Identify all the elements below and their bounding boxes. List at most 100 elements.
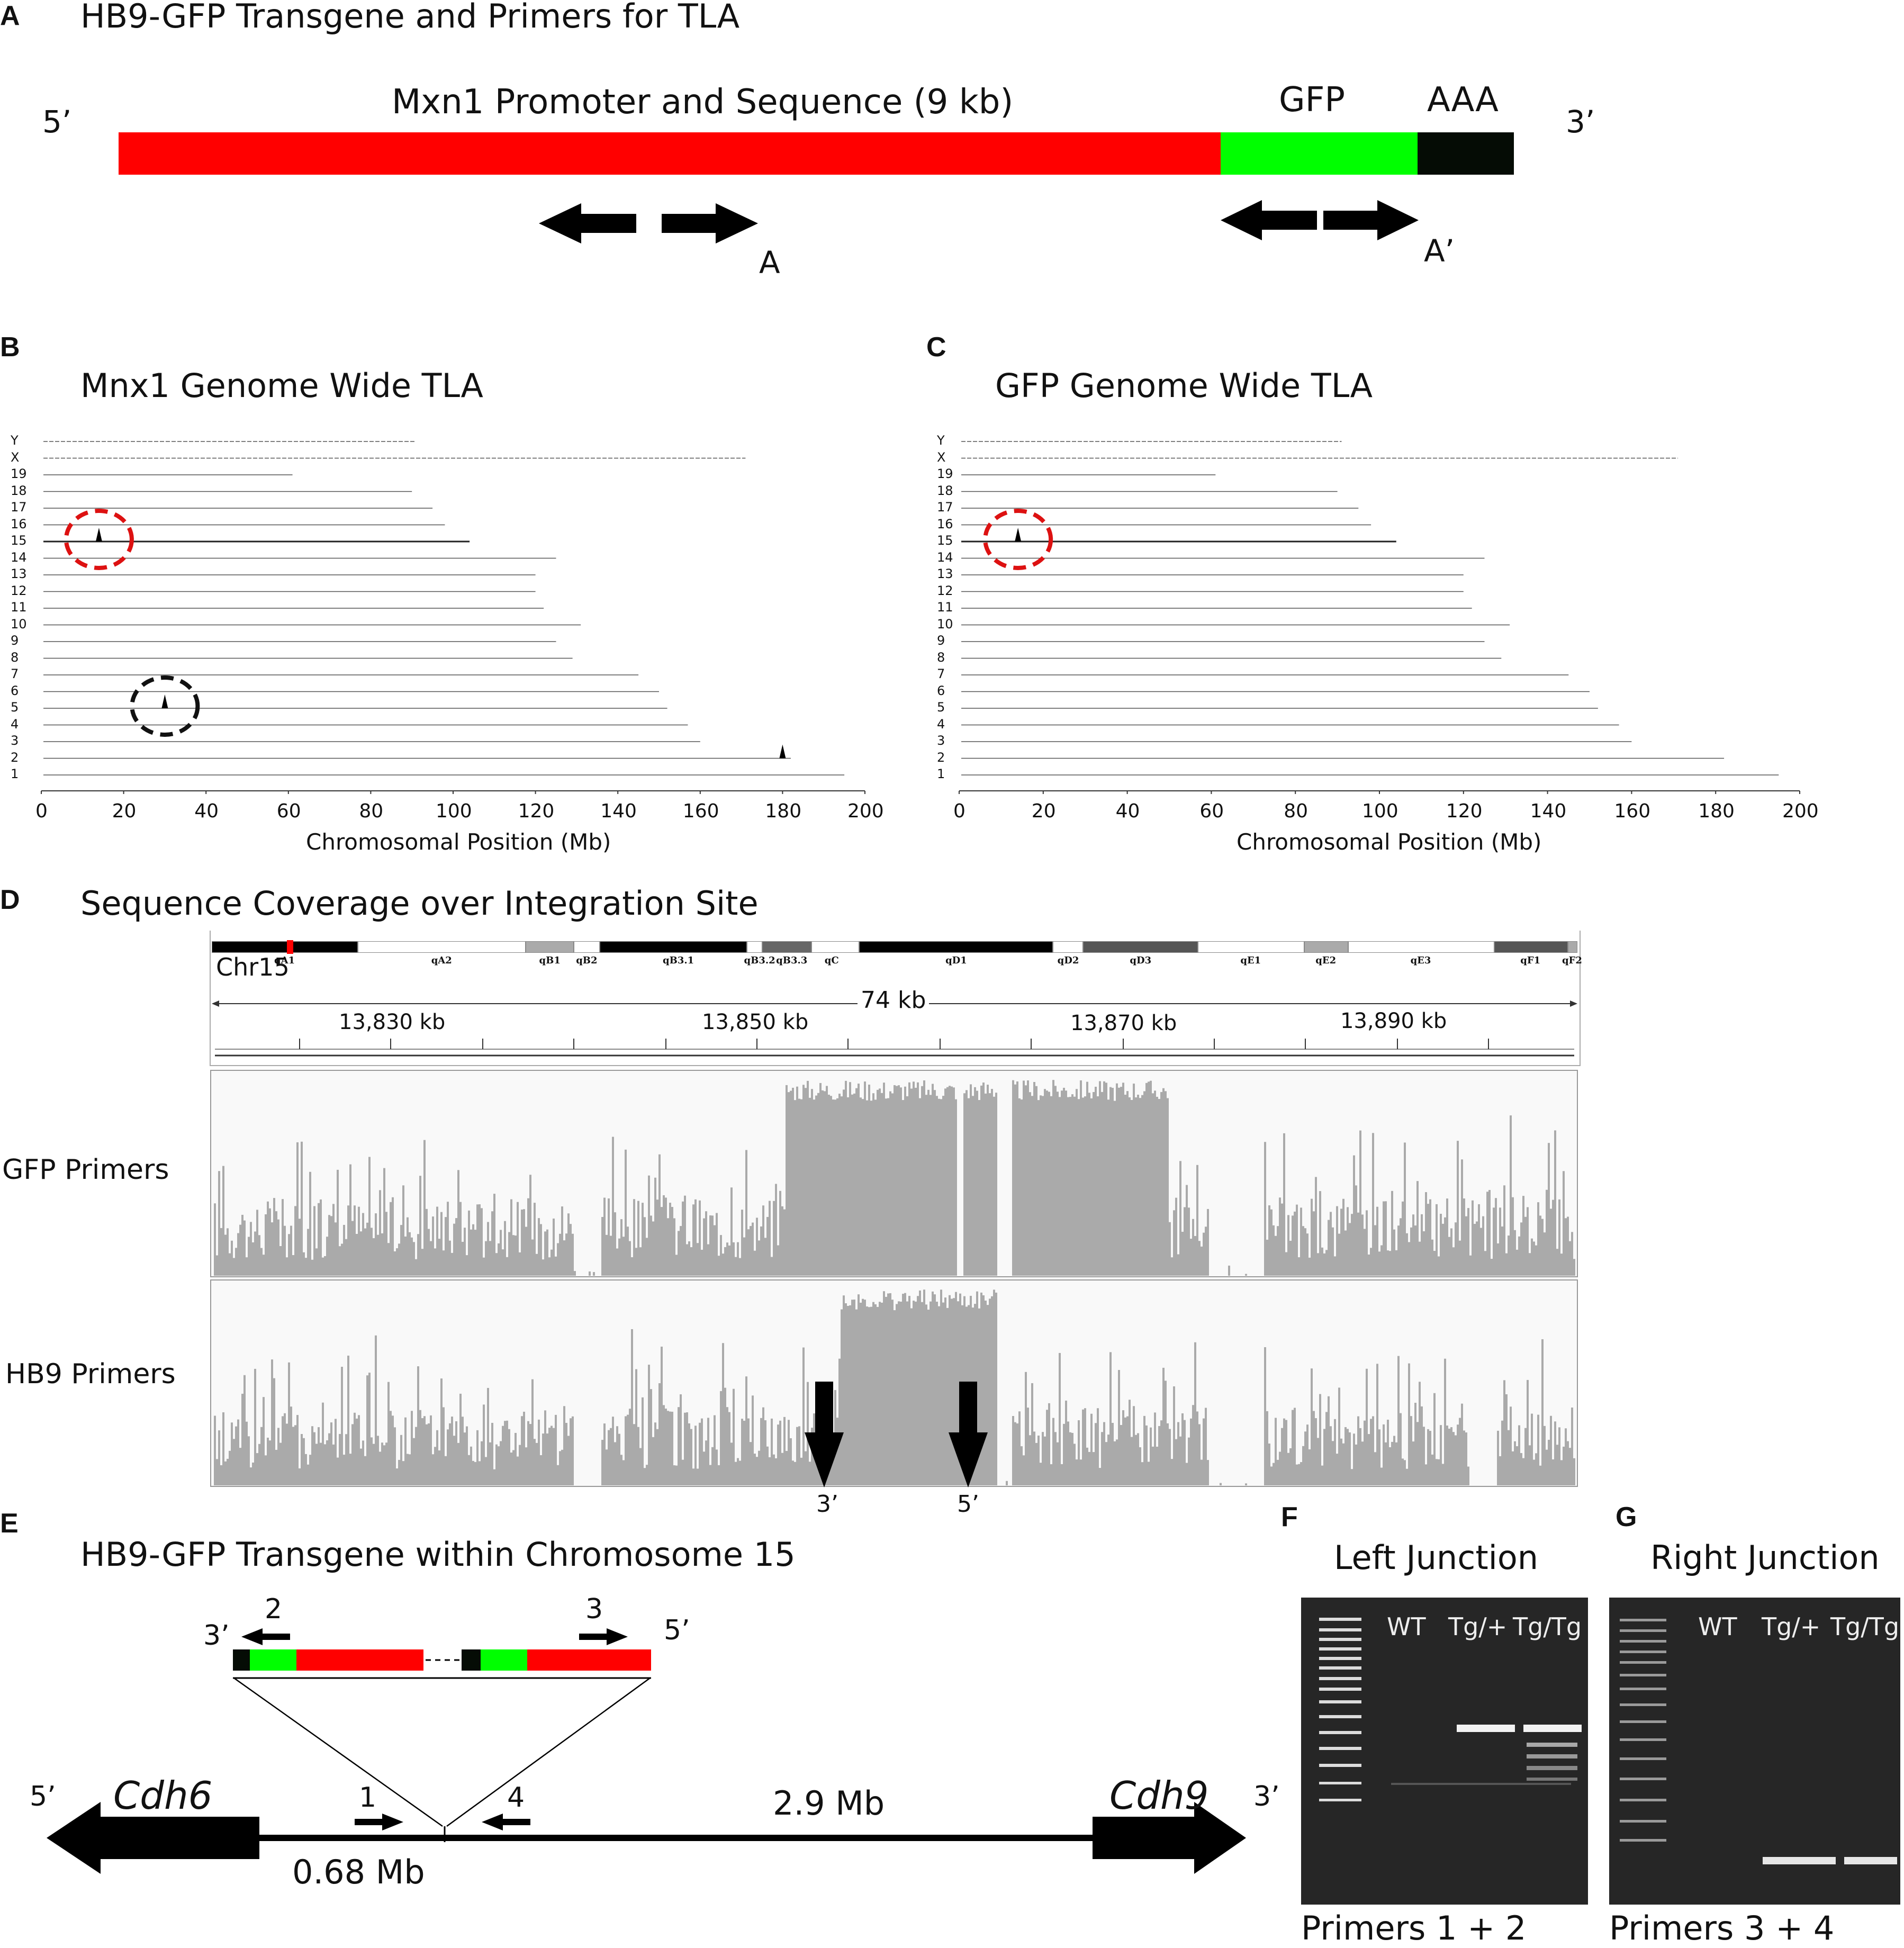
coverage-bar — [654, 1422, 656, 1485]
cdh6-gene-label: Cdh6 — [113, 1773, 213, 1818]
coverage-bar — [925, 1095, 927, 1276]
coverage-bar — [1205, 1408, 1207, 1485]
coverage-bar — [269, 1208, 271, 1276]
coverage-bar — [237, 1233, 239, 1276]
coverage-bar — [726, 1242, 728, 1276]
coverage-bar — [220, 1228, 222, 1276]
coverage-bar — [1342, 1198, 1344, 1276]
chromosome-label: 5 — [937, 700, 945, 715]
coverage-bar — [830, 1461, 832, 1485]
coverage-bar — [635, 1369, 637, 1485]
coverage-bar — [381, 1233, 383, 1276]
coverage-bar — [953, 1298, 955, 1485]
coverage-bar — [1393, 1229, 1395, 1276]
ruler-tick-2: 13,850 kb — [702, 1010, 809, 1034]
coverage-bar — [538, 1218, 540, 1276]
coverage-bar — [303, 1438, 305, 1485]
coverage-bar — [1205, 1226, 1207, 1276]
coverage-bar — [540, 1224, 542, 1276]
coverage-bar — [885, 1296, 887, 1485]
chromosome-label: 8 — [11, 650, 19, 665]
coverage-bar — [1078, 1099, 1080, 1276]
chromosome-label: 10 — [11, 616, 27, 632]
coverage-bar — [1427, 1204, 1429, 1276]
coverage-bar — [1323, 1429, 1325, 1485]
coverage-bar — [248, 1237, 250, 1276]
coverage-bar — [919, 1098, 921, 1276]
coverage-bar — [974, 1087, 976, 1276]
coverage-bar — [1101, 1092, 1103, 1276]
coverage-bar — [1548, 1143, 1550, 1276]
coverage-bar — [307, 1464, 309, 1485]
coverage-bar — [1289, 1240, 1292, 1276]
coverage-bar — [250, 1467, 252, 1485]
coverage-bar — [1425, 1192, 1427, 1276]
coverage-bar — [1283, 1418, 1285, 1485]
coverage-bar — [1177, 1422, 1179, 1485]
coverage-bar — [1082, 1097, 1084, 1276]
coverage-bar — [434, 1248, 436, 1276]
coverage-bar — [758, 1450, 760, 1485]
coverage-bar — [1154, 1412, 1156, 1485]
gel-g-bands — [1620, 1619, 1897, 1864]
coverage-bar — [392, 1197, 394, 1276]
coverage-bar — [1033, 1431, 1035, 1485]
coverage-bar — [675, 1255, 678, 1276]
chromosome-label: 6 — [11, 683, 19, 698]
coverage-bar — [1491, 1259, 1493, 1276]
coverage-bar — [610, 1428, 612, 1485]
coverage-bar — [779, 1420, 781, 1485]
coverage-bar — [1135, 1097, 1137, 1276]
coverage-bar — [555, 1414, 557, 1485]
coverage-bar — [1522, 1458, 1524, 1485]
coverage-bar — [337, 1169, 339, 1276]
coverage-bar — [1292, 1410, 1294, 1485]
coverage-bar — [629, 1409, 631, 1485]
coverage-bar — [299, 1219, 301, 1276]
coverage-bar — [1156, 1446, 1158, 1485]
coverage-bar — [775, 1184, 777, 1276]
coverage-bar — [313, 1432, 315, 1485]
ideogram-band — [1083, 941, 1198, 953]
coverage-bar — [1014, 1422, 1016, 1485]
coverage-bar — [1311, 1368, 1313, 1485]
coverage-bar — [868, 1084, 870, 1276]
coverage-bar — [858, 1294, 860, 1485]
coverage-bar — [449, 1240, 451, 1276]
coverage-bar — [1321, 1247, 1323, 1276]
coverage-bar — [299, 1468, 301, 1485]
coverage-bar — [404, 1417, 407, 1485]
coverage-bar — [930, 1095, 932, 1276]
coverage-bar — [1122, 1410, 1124, 1485]
coverage-bar — [1126, 1416, 1129, 1485]
coverage-bar — [625, 1416, 627, 1485]
coverage-bar — [377, 1234, 379, 1276]
coverage-bar — [551, 1249, 553, 1276]
coverage-bar — [1364, 1229, 1366, 1276]
coverage-bar — [1139, 1447, 1141, 1485]
coverage-bar — [260, 1248, 263, 1276]
coverage-bar — [1558, 1427, 1560, 1485]
coverage-bar — [1192, 1219, 1194, 1276]
coverage-bar — [1531, 1238, 1533, 1276]
coverage-bar — [1461, 1159, 1463, 1276]
coverage-bar — [447, 1202, 449, 1276]
primer-a-forward-arrow — [662, 203, 758, 244]
coverage-bar — [1073, 1444, 1076, 1485]
coverage-bar — [254, 1368, 256, 1485]
coverage-bar — [989, 1093, 991, 1276]
coverage-bar — [678, 1231, 680, 1276]
coverage-bar — [1025, 1085, 1027, 1276]
coverage-bar — [1105, 1083, 1107, 1276]
coverage-bar — [949, 1295, 951, 1485]
coverage-bar — [1412, 1214, 1414, 1276]
coverage-bar — [1353, 1155, 1355, 1276]
track-hb9-label: HB9 Primers — [5, 1358, 176, 1390]
coverage-bar — [923, 1289, 925, 1485]
coverage-bar — [811, 1089, 813, 1276]
coverage-bar — [402, 1461, 404, 1485]
coverage-bar — [786, 1085, 788, 1276]
coverage-bar — [396, 1248, 398, 1276]
coverage-bar — [1567, 1441, 1569, 1485]
coverage-bar — [432, 1454, 434, 1485]
